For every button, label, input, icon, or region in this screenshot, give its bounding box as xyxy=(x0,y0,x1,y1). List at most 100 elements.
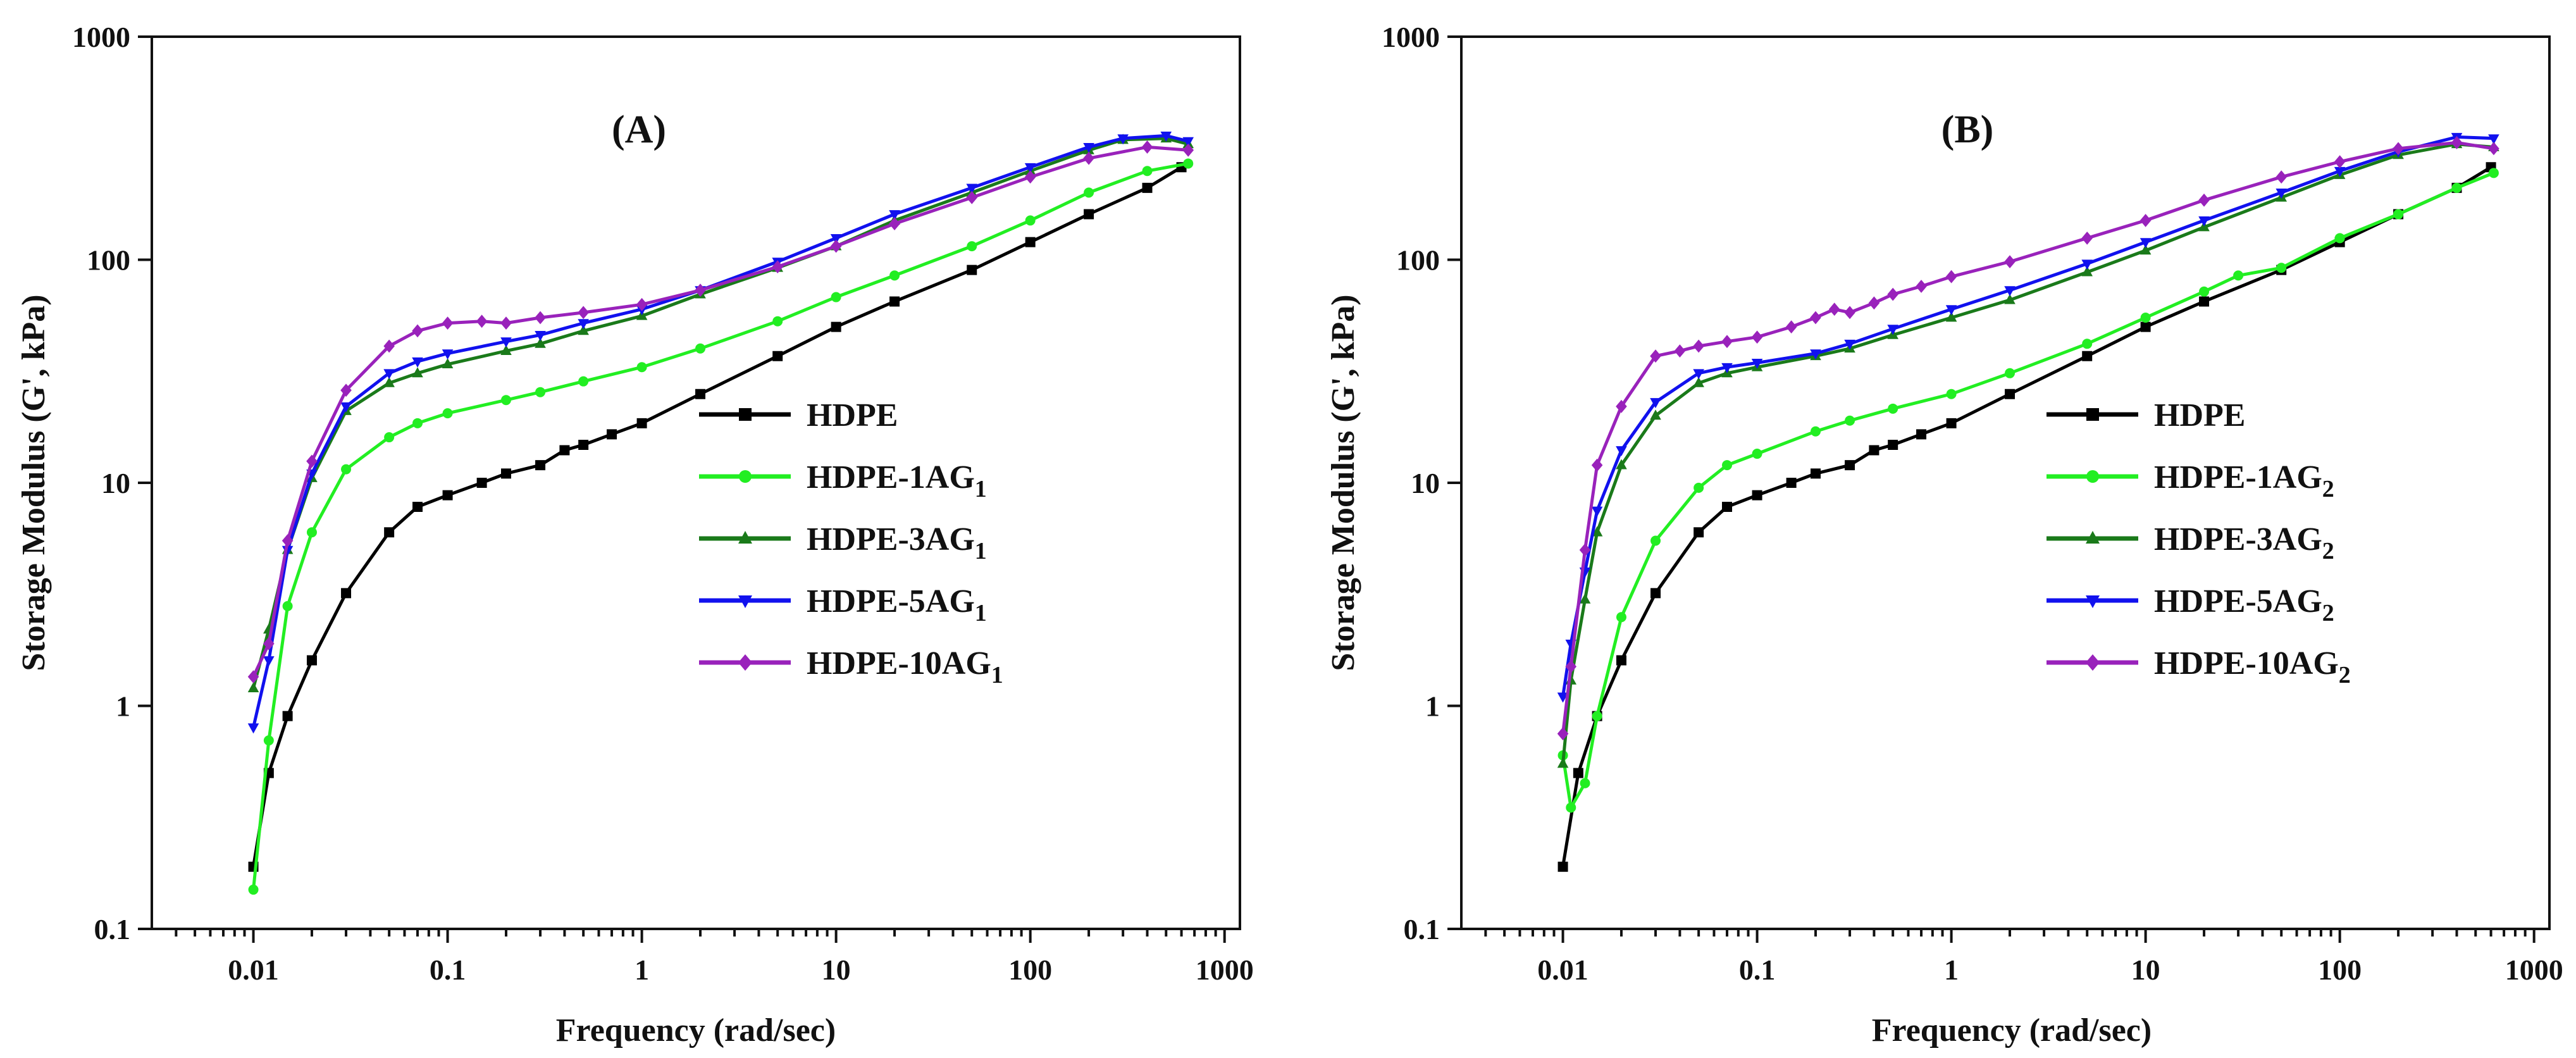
series-line xyxy=(252,145,1190,679)
data-point xyxy=(412,418,423,428)
legend-name: HDPE-3AG xyxy=(2154,521,2322,557)
data-point xyxy=(967,241,977,252)
series-line xyxy=(1561,135,2496,699)
data-point xyxy=(559,445,570,456)
data-point xyxy=(695,283,706,297)
legend-label: HDPE-3AG1 xyxy=(807,521,987,564)
data-point xyxy=(2199,286,2210,297)
data-point xyxy=(535,387,546,397)
data-point xyxy=(1557,757,1569,768)
data-point xyxy=(889,270,900,281)
data-point xyxy=(1573,768,1583,778)
legend-item: HDPE xyxy=(2047,397,2245,433)
y-axis-title: Storage Modulus (G', kPa) xyxy=(1325,294,1361,671)
series-line xyxy=(252,134,1190,730)
data-point xyxy=(535,460,546,471)
data-point xyxy=(830,233,842,244)
data-point xyxy=(1183,158,1194,169)
data-point xyxy=(1722,502,1733,513)
data-point xyxy=(2233,270,2244,281)
data-point xyxy=(578,376,589,387)
data-point xyxy=(695,343,706,354)
data-point xyxy=(1946,389,1957,399)
data-point xyxy=(500,345,512,356)
data-point xyxy=(1592,711,1602,721)
data-point xyxy=(1810,311,1821,325)
y-tick-label: 0.1 xyxy=(94,913,131,945)
data-point xyxy=(2081,231,2093,245)
legend-marker xyxy=(739,470,752,483)
data-point xyxy=(2139,214,2152,227)
data-point xyxy=(263,735,274,746)
data-point xyxy=(1117,134,1129,145)
series-group xyxy=(1557,133,2499,872)
data-point xyxy=(2139,238,2152,249)
y-tick-label: 1000 xyxy=(72,21,130,53)
legend-item: HDPE-5AG2 xyxy=(2047,583,2334,626)
data-point xyxy=(2276,188,2288,199)
data-point xyxy=(2004,255,2016,268)
data-point xyxy=(1694,482,1704,493)
data-point xyxy=(248,884,259,895)
data-point xyxy=(966,190,978,204)
data-point xyxy=(1084,209,1094,220)
data-point xyxy=(2198,193,2210,207)
data-point xyxy=(1693,339,1704,353)
data-point xyxy=(306,655,317,666)
data-point xyxy=(1557,861,1568,872)
data-point xyxy=(247,681,259,692)
data-point xyxy=(306,454,318,468)
legend-marker xyxy=(739,408,752,421)
data-point xyxy=(384,527,395,538)
y-tick-label: 100 xyxy=(87,244,130,277)
chart-panel-a: (A) Frequency (rad/sec) Storage Modulus … xyxy=(16,21,1254,1049)
legend-marker xyxy=(2086,531,2100,544)
data-point xyxy=(1887,325,1898,335)
legend-label: HDPE xyxy=(2154,397,2245,433)
data-point xyxy=(282,711,293,721)
data-point xyxy=(1888,439,1898,450)
data-point xyxy=(1025,237,1036,247)
legend-label: HDPE-3AG2 xyxy=(2154,521,2334,564)
data-point xyxy=(831,292,841,302)
legend-label: HDPE-1AG2 xyxy=(2154,459,2334,502)
data-point xyxy=(1650,398,1661,409)
legend-marker xyxy=(738,531,752,544)
legend-name: HDPE-1AG xyxy=(2154,459,2322,495)
series-5 xyxy=(1557,136,2499,740)
data-point xyxy=(636,297,648,311)
data-point xyxy=(2488,142,2499,156)
data-point xyxy=(1616,655,1626,666)
x-tick-label: 0.1 xyxy=(430,954,466,986)
series-group xyxy=(247,132,1194,895)
data-point xyxy=(1828,302,1840,316)
y-tick-label: 10 xyxy=(1411,467,1440,499)
data-point xyxy=(695,389,706,399)
data-point xyxy=(263,656,275,667)
data-point xyxy=(2140,313,2151,323)
data-point xyxy=(1810,349,1821,360)
data-point xyxy=(500,395,511,406)
data-point xyxy=(578,439,589,450)
legend-subscript: 2 xyxy=(2339,662,2351,688)
data-point xyxy=(340,383,352,397)
data-point xyxy=(1650,588,1661,599)
data-point xyxy=(1916,429,1927,440)
data-point xyxy=(1182,137,1194,147)
data-point xyxy=(1557,727,1569,740)
chart-panel-b: (B) Frequency (rad/sec) Storage Modulus … xyxy=(1325,21,2563,1049)
data-point xyxy=(2451,182,2462,193)
data-point xyxy=(1616,399,1627,413)
data-point xyxy=(1751,330,1763,344)
legend-subscript: 1 xyxy=(975,476,987,502)
y-tick-label: 10 xyxy=(101,467,130,499)
data-point xyxy=(831,321,841,332)
data-point xyxy=(1844,306,1855,320)
legend-subscript: 1 xyxy=(991,662,1003,688)
data-point xyxy=(1868,296,1880,310)
panel-title: (B) xyxy=(1941,108,1994,151)
data-point xyxy=(1160,132,1172,142)
data-point xyxy=(1845,415,1855,426)
x-tick-label: 1000 xyxy=(1196,954,1254,986)
